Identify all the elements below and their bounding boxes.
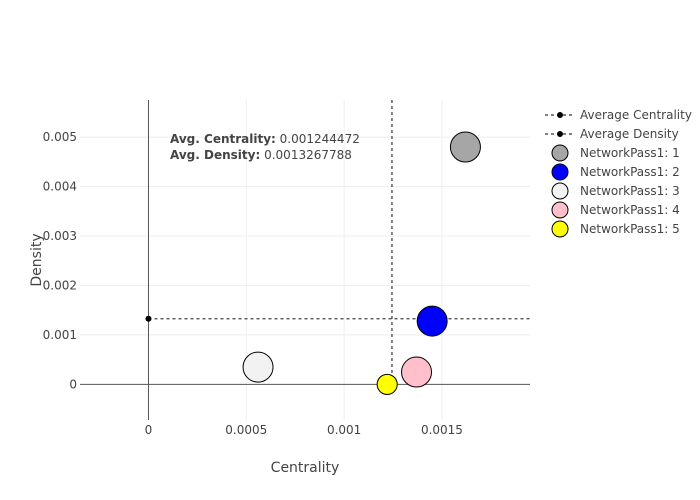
- legend-label: Average Centrality: [580, 108, 692, 122]
- data-points: [242, 131, 481, 395]
- data-point: [416, 305, 448, 337]
- legend-label: Average Density: [580, 127, 679, 141]
- average-density-marker: [145, 315, 152, 322]
- legend-swatch: [551, 144, 569, 162]
- legend-swatch: [551, 220, 569, 238]
- annotation-centrality-value: 0.001244472: [280, 132, 360, 146]
- grid: [80, 100, 530, 420]
- legend-marker-swatch: [557, 131, 563, 137]
- x-tick-label: 0.0005: [225, 423, 267, 437]
- tick-labels: 0 0.0005 0.001 0.0015 0 0.001 0.002 0.003 0.004 0…: [43, 130, 463, 437]
- annotation-density-label: Avg. Density:: [170, 148, 260, 162]
- annotation-density: Avg. Density: 0.0013267788: [170, 148, 352, 162]
- y-axis-title: Density: [29, 233, 45, 286]
- legend-swatch: [551, 201, 569, 219]
- x-axis-title: Centrality: [271, 460, 340, 476]
- legend-label: NetworkPass1: 2: [580, 165, 680, 179]
- legend-label: NetworkPass1: 3: [580, 184, 680, 198]
- legend-swatch: [551, 182, 569, 200]
- annotation-density-value: 0.0013267788: [264, 148, 352, 162]
- x-tick-label: 0: [145, 423, 153, 437]
- legend-label: NetworkPass1: 1: [580, 146, 680, 160]
- data-point: [449, 131, 481, 163]
- annotation-centrality: Avg. Centrality: 0.001244472: [170, 132, 360, 146]
- axes: [80, 100, 530, 420]
- y-tick-label: 0.005: [43, 130, 77, 144]
- x-tick-label: 0.0015: [421, 423, 463, 437]
- data-point: [401, 356, 433, 388]
- average-annotation: Avg. Centrality: 0.001244472 Avg. Densit…: [170, 132, 360, 162]
- legend-label: NetworkPass1: 4: [580, 203, 680, 217]
- y-tick-label: 0.004: [43, 180, 77, 194]
- data-point: [242, 351, 274, 383]
- x-tick-label: 0.001: [327, 423, 361, 437]
- reference-lines: [145, 100, 530, 385]
- y-tick-label: 0.001: [43, 328, 77, 342]
- annotation-centrality-label: Avg. Centrality:: [170, 132, 276, 146]
- y-tick-label: 0.002: [43, 278, 77, 292]
- y-tick-label: 0: [69, 377, 77, 391]
- legend-swatch: [551, 163, 569, 181]
- legend-label: NetworkPass1: 5: [580, 222, 680, 236]
- legend-marker-swatch: [557, 112, 563, 118]
- y-tick-label: 0.003: [43, 229, 77, 243]
- legend: Average Centrality Average Density Network…: [545, 108, 692, 238]
- data-point: [376, 373, 398, 395]
